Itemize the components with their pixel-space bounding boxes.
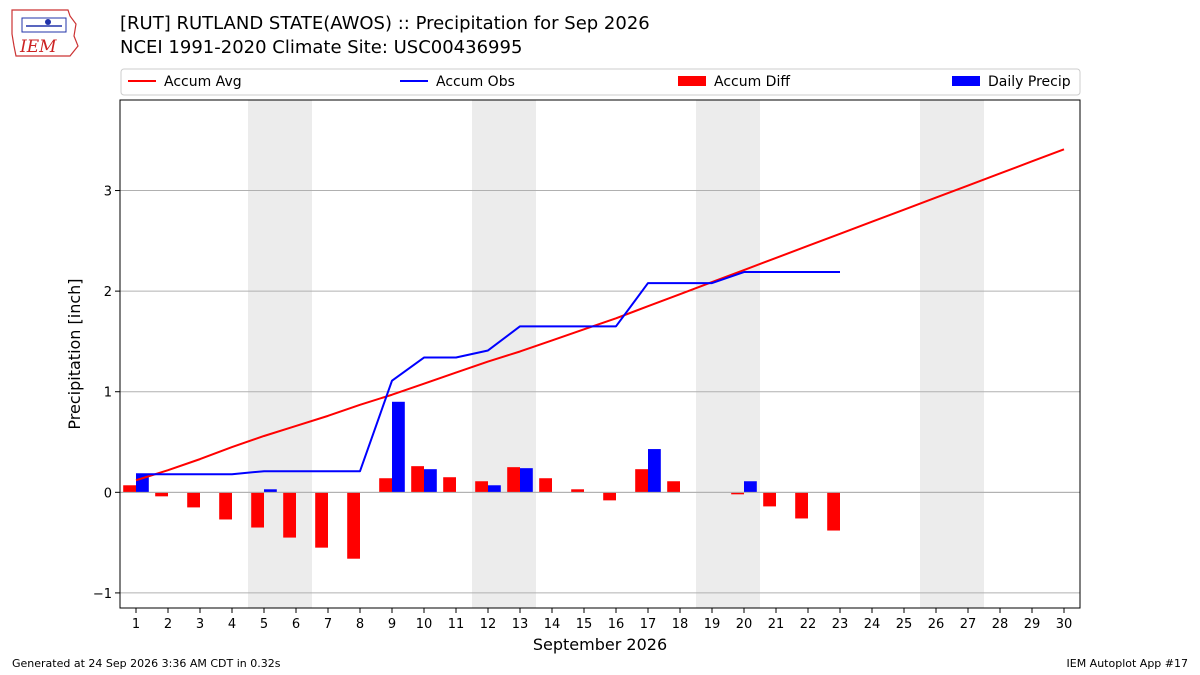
legend-frame <box>120 68 1081 96</box>
x-tick-label: 12 <box>480 617 497 632</box>
chart-subtitle: NCEI 1991-2020 Climate Site: USC00436995 <box>120 37 523 58</box>
legend-accum-avg-label: Accum Avg <box>164 74 242 90</box>
daily-precip-bar <box>424 469 437 493</box>
accum-diff-bar <box>443 477 456 493</box>
accum-diff-bar <box>571 489 584 493</box>
accum-diff-bar <box>123 485 136 493</box>
accum-diff-bar <box>507 467 520 493</box>
x-axis-ticks: 1 2 3 4 5 6 7 8 9 10 11 12 13 14 15 16 17 18 19 20 21 22 23 24 2… <box>132 608 1072 632</box>
x-tick-label: 8 <box>356 617 364 632</box>
accum-diff-bar <box>283 492 296 538</box>
y-tick-label: 1 <box>104 386 112 401</box>
accum-diff-bar <box>827 492 840 531</box>
x-tick-label: 27 <box>960 617 977 632</box>
x-tick-label: 19 <box>704 617 721 632</box>
x-tick-label: 14 <box>544 617 561 632</box>
y-axis-ticks: −1 0 1 2 3 <box>93 185 120 602</box>
daily-precip-bar <box>744 481 757 493</box>
accum-diff-bar <box>731 492 744 495</box>
weekend-band <box>920 100 984 608</box>
x-tick-label: 9 <box>388 617 396 632</box>
accum-diff-bar <box>379 478 392 493</box>
weekend-band <box>248 100 312 608</box>
legend-accum-diff-swatch <box>678 76 706 86</box>
y-axis-label: Precipitation [inch] <box>65 278 84 429</box>
accum-diff-bar <box>187 492 200 508</box>
x-tick-label: 6 <box>292 617 300 632</box>
weekend-band <box>472 100 536 608</box>
legend-daily-precip-swatch <box>952 76 980 86</box>
daily-precip-bar <box>264 489 277 493</box>
accum-diff-bar <box>539 478 552 493</box>
x-tick-label: 1 <box>132 617 140 632</box>
x-tick-label: 18 <box>672 617 689 632</box>
x-tick-label: 24 <box>864 617 881 632</box>
accum-diff-bar <box>155 492 168 497</box>
y-tick-label: −1 <box>93 587 112 602</box>
weather-station-icon <box>21 17 67 33</box>
daily-precip-bar <box>648 449 661 493</box>
accum-diff-bar <box>475 481 488 493</box>
bar-marks <box>120 401 1080 559</box>
daily-precip-bar <box>136 474 149 493</box>
chart-title: [RUT] RUTLAND STATE(AWOS) :: Precipitati… <box>120 13 650 34</box>
app-id: IEM Autoplot App #17 <box>1066 657 1189 670</box>
daily-precip-bar <box>392 401 405 493</box>
x-tick-label: 30 <box>1056 617 1073 632</box>
grid-lines <box>120 190 1080 594</box>
x-tick-label: 28 <box>992 617 1009 632</box>
accum-diff-bar <box>219 492 232 520</box>
x-tick-label: 5 <box>260 617 268 632</box>
accum-obs-line <box>136 271 840 476</box>
legend-accum-diff-label: Accum Diff <box>714 74 790 90</box>
x-tick-label: 2 <box>164 617 172 632</box>
logo-text: IEM <box>19 37 57 57</box>
x-tick-label: 22 <box>800 617 817 632</box>
y-tick-label: 3 <box>104 185 112 200</box>
x-tick-label: 7 <box>324 617 332 632</box>
accum-diff-bar <box>315 492 328 548</box>
y-tick-label: 2 <box>104 285 112 300</box>
x-tick-label: 29 <box>1024 617 1041 632</box>
daily-precip-bar <box>488 485 501 493</box>
weekend-band <box>696 100 760 608</box>
x-tick-label: 23 <box>832 617 849 632</box>
accum-diff-bar <box>763 492 776 507</box>
accum-avg-line <box>135 148 1065 482</box>
y-tick-label: 0 <box>104 486 112 501</box>
x-tick-label: 3 <box>196 617 204 632</box>
x-tick-label: 26 <box>928 617 945 632</box>
legend: Accum Avg Accum Obs Accum Diff Daily Precip <box>120 68 1081 96</box>
accum-diff-bar <box>795 492 808 519</box>
accum-diff-bar <box>635 469 648 493</box>
accum-diff-bar <box>603 492 616 501</box>
x-tick-label: 16 <box>608 617 625 632</box>
legend-daily-precip-label: Daily Precip <box>988 74 1071 90</box>
x-tick-label: 10 <box>416 617 433 632</box>
x-tick-label: 20 <box>736 617 753 632</box>
daily-precip-bar <box>520 468 533 493</box>
x-tick-label: 15 <box>576 617 593 632</box>
generated-timestamp: Generated at 24 Sep 2026 3:36 AM CDT in … <box>12 657 281 670</box>
accum-diff-bar <box>347 492 360 559</box>
line-marks <box>135 148 1065 482</box>
iem-logo: IEM <box>11 9 79 57</box>
x-tick-label: 4 <box>228 617 236 632</box>
accum-diff-bar <box>667 481 680 493</box>
plot-frame <box>119 99 1081 609</box>
iowa-state-outline <box>11 9 79 57</box>
accum-diff-bar <box>411 466 424 493</box>
legend-accum-obs-label: Accum Obs <box>436 74 515 90</box>
x-tick-label: 21 <box>768 617 785 632</box>
x-tick-label: 25 <box>896 617 913 632</box>
x-tick-label: 11 <box>448 617 465 632</box>
accum-diff-bar <box>251 492 264 528</box>
x-tick-label: 17 <box>640 617 657 632</box>
x-tick-label: 13 <box>512 617 529 632</box>
x-axis-label: September 2026 <box>533 635 667 654</box>
weekend-shading <box>248 100 984 608</box>
